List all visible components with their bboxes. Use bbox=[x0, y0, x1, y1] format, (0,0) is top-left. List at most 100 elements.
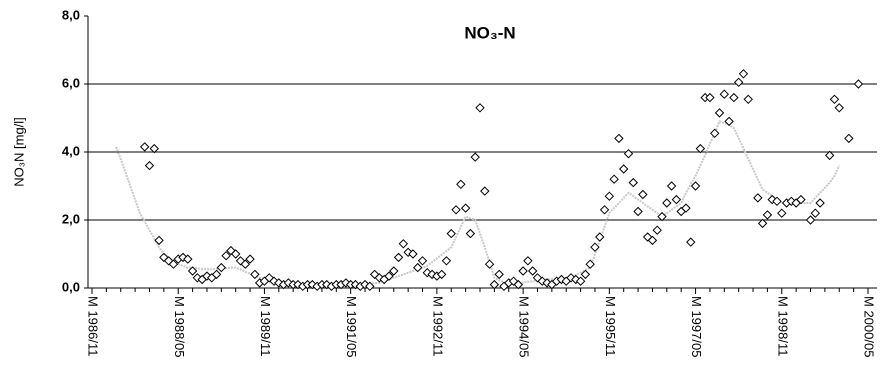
data-point bbox=[518, 266, 528, 276]
x-tick-label: M 1989/11 bbox=[258, 296, 273, 356]
chart-title: NO₃-N bbox=[464, 23, 515, 42]
data-point bbox=[757, 218, 768, 229]
data-point bbox=[163, 256, 174, 266]
data-point bbox=[274, 278, 284, 288]
data-point bbox=[508, 276, 519, 286]
data-point bbox=[575, 276, 586, 286]
data-point bbox=[834, 103, 844, 113]
data-point bbox=[681, 203, 691, 213]
data-point bbox=[460, 203, 471, 213]
data-point bbox=[480, 186, 490, 196]
data-point bbox=[456, 179, 466, 190]
data-point bbox=[484, 259, 495, 269]
data-point bbox=[523, 256, 533, 266]
data-point bbox=[805, 215, 816, 225]
data-point bbox=[384, 271, 394, 281]
data-point bbox=[853, 79, 864, 89]
data-point bbox=[633, 206, 643, 217]
data-point bbox=[623, 148, 634, 159]
data-point bbox=[604, 191, 615, 201]
data-point bbox=[599, 205, 610, 215]
data-point bbox=[489, 279, 500, 290]
data-point bbox=[542, 278, 552, 288]
x-tick-label: M 2000/05 bbox=[862, 296, 877, 357]
data-point bbox=[729, 92, 739, 103]
data-point bbox=[216, 262, 227, 273]
data-point bbox=[441, 256, 452, 266]
data-point bbox=[628, 177, 638, 188]
data-point bbox=[365, 281, 375, 292]
data-point bbox=[532, 273, 543, 283]
data-point bbox=[408, 249, 418, 259]
data-point bbox=[710, 128, 720, 139]
data-point bbox=[810, 208, 821, 218]
data-point bbox=[733, 77, 744, 88]
data-point bbox=[393, 252, 404, 263]
data-point bbox=[829, 94, 840, 105]
data-point bbox=[638, 189, 648, 200]
x-tick-label: M 1986/11 bbox=[86, 296, 101, 356]
data-point bbox=[609, 174, 619, 184]
y-tick-label: 0,0 bbox=[62, 279, 80, 294]
data-point bbox=[245, 254, 255, 264]
data-point bbox=[738, 69, 749, 79]
y-tick-label: 4,0 bbox=[62, 143, 80, 158]
data-point bbox=[144, 160, 155, 171]
x-tick-label: M 1995/11 bbox=[603, 296, 618, 356]
data-point bbox=[149, 143, 159, 154]
data-point bbox=[777, 208, 787, 218]
data-point bbox=[159, 252, 169, 263]
data-point bbox=[824, 150, 835, 161]
data-point bbox=[662, 198, 672, 208]
data-point bbox=[235, 256, 246, 266]
data-point bbox=[192, 273, 203, 283]
data-point bbox=[451, 205, 461, 215]
data-point bbox=[413, 262, 423, 273]
data-point bbox=[537, 276, 547, 286]
data-point bbox=[230, 249, 241, 259]
data-point bbox=[446, 228, 456, 239]
data-point bbox=[187, 266, 198, 276]
data-point bbox=[398, 239, 409, 249]
data-point bbox=[695, 143, 706, 154]
data-point bbox=[590, 242, 600, 252]
data-point bbox=[513, 279, 524, 290]
data-point bbox=[796, 194, 806, 205]
data-point bbox=[168, 259, 179, 269]
data-point bbox=[844, 133, 854, 144]
data-point bbox=[714, 108, 725, 118]
data-point bbox=[705, 92, 715, 103]
data-point bbox=[595, 232, 605, 242]
data-point bbox=[470, 152, 480, 162]
x-tick-label: M 1994/05 bbox=[517, 296, 532, 357]
x-tick-label: M 1998/11 bbox=[775, 296, 790, 356]
y-tick-label: 6,0 bbox=[62, 75, 80, 90]
data-point bbox=[494, 269, 504, 280]
data-point bbox=[307, 279, 318, 290]
data-point bbox=[671, 194, 682, 205]
y-tick-label: 8,0 bbox=[62, 7, 80, 22]
data-point bbox=[666, 181, 677, 191]
data-point bbox=[724, 116, 734, 127]
data-point bbox=[417, 256, 428, 266]
data-point bbox=[767, 194, 777, 205]
data-point bbox=[221, 250, 231, 261]
data-point bbox=[226, 245, 236, 256]
data-point bbox=[240, 259, 250, 269]
data-point bbox=[422, 267, 433, 278]
data-point bbox=[154, 235, 164, 246]
trend-line bbox=[115, 120, 841, 286]
x-tick-label: M 1991/05 bbox=[344, 296, 359, 357]
data-point bbox=[815, 198, 825, 208]
data-point bbox=[527, 266, 538, 276]
data-point bbox=[202, 271, 212, 281]
data-point bbox=[743, 94, 753, 105]
data-point bbox=[475, 103, 485, 113]
data-point bbox=[211, 269, 222, 280]
data-point bbox=[762, 210, 773, 220]
x-tick-label: M 1988/05 bbox=[172, 296, 187, 357]
data-point bbox=[719, 89, 730, 99]
data-point bbox=[618, 164, 629, 174]
data-point bbox=[657, 211, 667, 222]
